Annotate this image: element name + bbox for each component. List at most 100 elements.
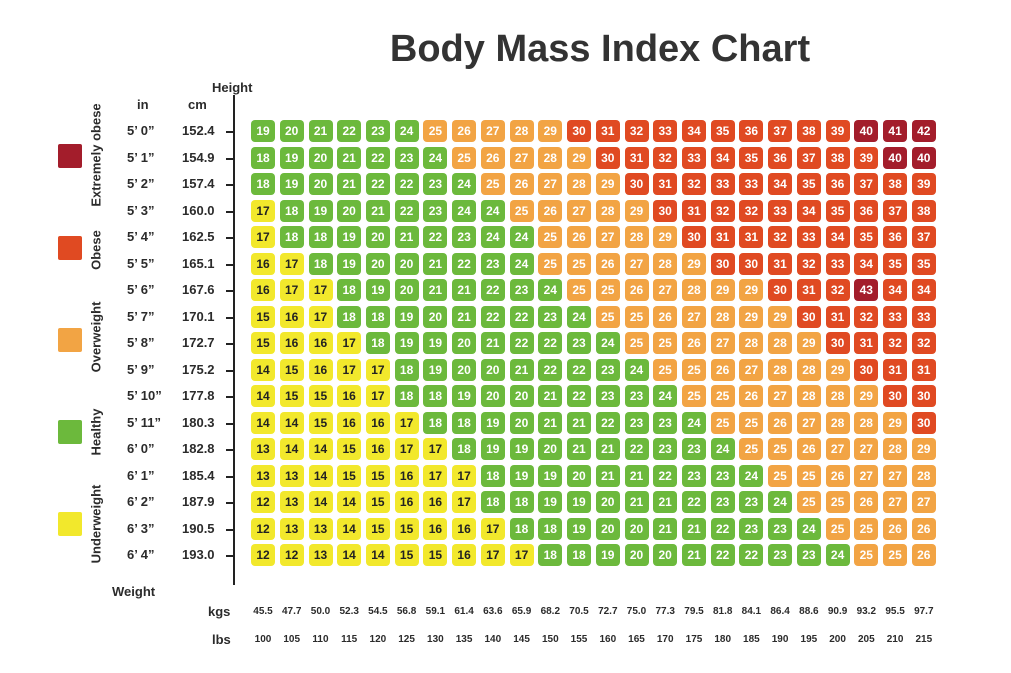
- bmi-cell: 26: [796, 438, 821, 460]
- bmi-cell: 26: [710, 358, 735, 381]
- bmi-cell: 28: [739, 332, 764, 354]
- bmi-cell: 24: [509, 252, 534, 275]
- bmi-cell: 16: [365, 438, 390, 460]
- bmi-cell: 35: [883, 252, 908, 275]
- bmi-cell: 24: [567, 305, 591, 328]
- weight-kg-label: 93.2: [856, 606, 877, 617]
- bmi-cell: 40: [854, 120, 879, 142]
- x-axis-label: Weight: [112, 584, 156, 599]
- bmi-cell: 20: [423, 305, 448, 328]
- bmi-cell: 22: [509, 332, 534, 354]
- bmi-cell: 23: [480, 252, 505, 275]
- bmi-cell: 25: [595, 305, 620, 328]
- bmi-cell: 20: [595, 491, 620, 513]
- bmi-cell: 28: [796, 358, 821, 381]
- bmi-cell: 22: [452, 252, 477, 275]
- legend-swatch: [58, 236, 82, 260]
- bmi-cell: 20: [365, 226, 390, 248]
- bmi-cell: 17: [337, 358, 362, 381]
- bmi-cell: 26: [768, 411, 793, 434]
- bmi-cell: 26: [911, 517, 936, 540]
- weight-kg-label: 88.6: [799, 606, 819, 617]
- bmi-cell: 30: [911, 411, 936, 434]
- bmi-cell: 24: [739, 464, 764, 487]
- bmi-cell: 23: [624, 411, 649, 434]
- height-cm-label: 182.8: [182, 441, 215, 456]
- legend-label: Extremely obese: [88, 103, 104, 207]
- bmi-cell: 43: [854, 279, 879, 301]
- bmi-cell: 16: [279, 305, 304, 328]
- y-axis-tick: [226, 502, 233, 504]
- bmi-cell: 21: [365, 199, 390, 222]
- bmi-cell: 14: [279, 411, 304, 434]
- bmi-cell: 17: [452, 491, 477, 513]
- bmi-cell: 15: [337, 438, 362, 460]
- bmi-cell: 20: [365, 252, 390, 275]
- height-cm-label: 170.1: [182, 308, 215, 324]
- bmi-cell: 39: [854, 146, 879, 169]
- bmi-cell: 33: [768, 199, 793, 222]
- bmi-cell: 19: [279, 146, 304, 169]
- bmi-cell: 30: [796, 305, 821, 328]
- bmi-cell: 18: [279, 199, 304, 222]
- bmi-cell: 37: [883, 199, 908, 222]
- legend-label: Healthy: [88, 408, 104, 456]
- bmi-cell: 17: [308, 305, 333, 328]
- bmi-cell: 19: [251, 120, 275, 142]
- bmi-cell: 25: [509, 199, 534, 222]
- bmi-cell: 20: [279, 120, 304, 142]
- bmi-cell: 22: [509, 305, 534, 328]
- legend-swatch: [58, 144, 82, 168]
- bmi-cell: 24: [480, 199, 505, 222]
- bmi-cell: 30: [653, 199, 678, 222]
- bmi-cell: 17: [251, 226, 275, 248]
- bmi-cell: 23: [567, 332, 591, 354]
- weight-kg-label: 54.5: [368, 606, 388, 617]
- bmi-cell: 20: [480, 358, 505, 381]
- bmi-cell: 26: [854, 491, 879, 513]
- height-inches-label: 5’ 11”: [127, 414, 161, 430]
- weight-lb-label: 105: [283, 634, 301, 645]
- bmi-cell: 15: [251, 305, 275, 328]
- bmi-cell: 18: [452, 438, 477, 460]
- bmi-cell: 28: [854, 411, 879, 434]
- bmi-cell: 21: [567, 411, 591, 434]
- bmi-cell: 24: [710, 438, 735, 460]
- bmi-cell: 28: [825, 385, 850, 407]
- bmi-cell: 25: [653, 332, 678, 354]
- bmi-cell: 20: [567, 464, 591, 487]
- bmi-cell: 27: [883, 491, 908, 513]
- bmi-cell: 25: [538, 252, 563, 275]
- bmi-cell: 23: [595, 358, 620, 381]
- weight-lb-label: 145: [513, 634, 530, 645]
- bmi-cell: 19: [595, 544, 620, 566]
- bmi-cell: 32: [854, 305, 879, 328]
- y-axis-tick: [226, 184, 233, 186]
- bmi-cell: 21: [337, 173, 362, 195]
- bmi-cell: 29: [567, 146, 591, 169]
- bmi-cell: 15: [337, 464, 362, 487]
- y-axis-tick: [226, 316, 233, 319]
- bmi-cell: 17: [480, 517, 505, 540]
- bmi-cell: 14: [337, 544, 362, 566]
- bmi-cell: 30: [739, 252, 764, 275]
- bmi-cell: 14: [337, 491, 362, 513]
- weight-lb-label: 130: [427, 634, 444, 645]
- bmi-cell: 23: [739, 491, 764, 513]
- bmi-cell: 19: [423, 358, 448, 381]
- bmi-cell: 19: [337, 252, 362, 275]
- bmi-cell: 24: [480, 226, 505, 248]
- bmi-cell: 25: [796, 464, 821, 487]
- bmi-cell: 37: [911, 226, 936, 248]
- bmi-cell: 15: [394, 517, 419, 540]
- bmi-cell: 26: [911, 544, 936, 566]
- bmi-cell: 33: [739, 173, 764, 195]
- bmi-cell: 22: [595, 411, 620, 434]
- bmi-cell: 28: [710, 305, 735, 328]
- legend-swatch: [58, 328, 82, 352]
- legend-swatch: [58, 420, 82, 444]
- bmi-cell: 17: [394, 438, 419, 460]
- bmi-cell: 25: [538, 226, 563, 248]
- bmi-cell: 30: [710, 252, 735, 275]
- bmi-cell: 27: [854, 464, 879, 487]
